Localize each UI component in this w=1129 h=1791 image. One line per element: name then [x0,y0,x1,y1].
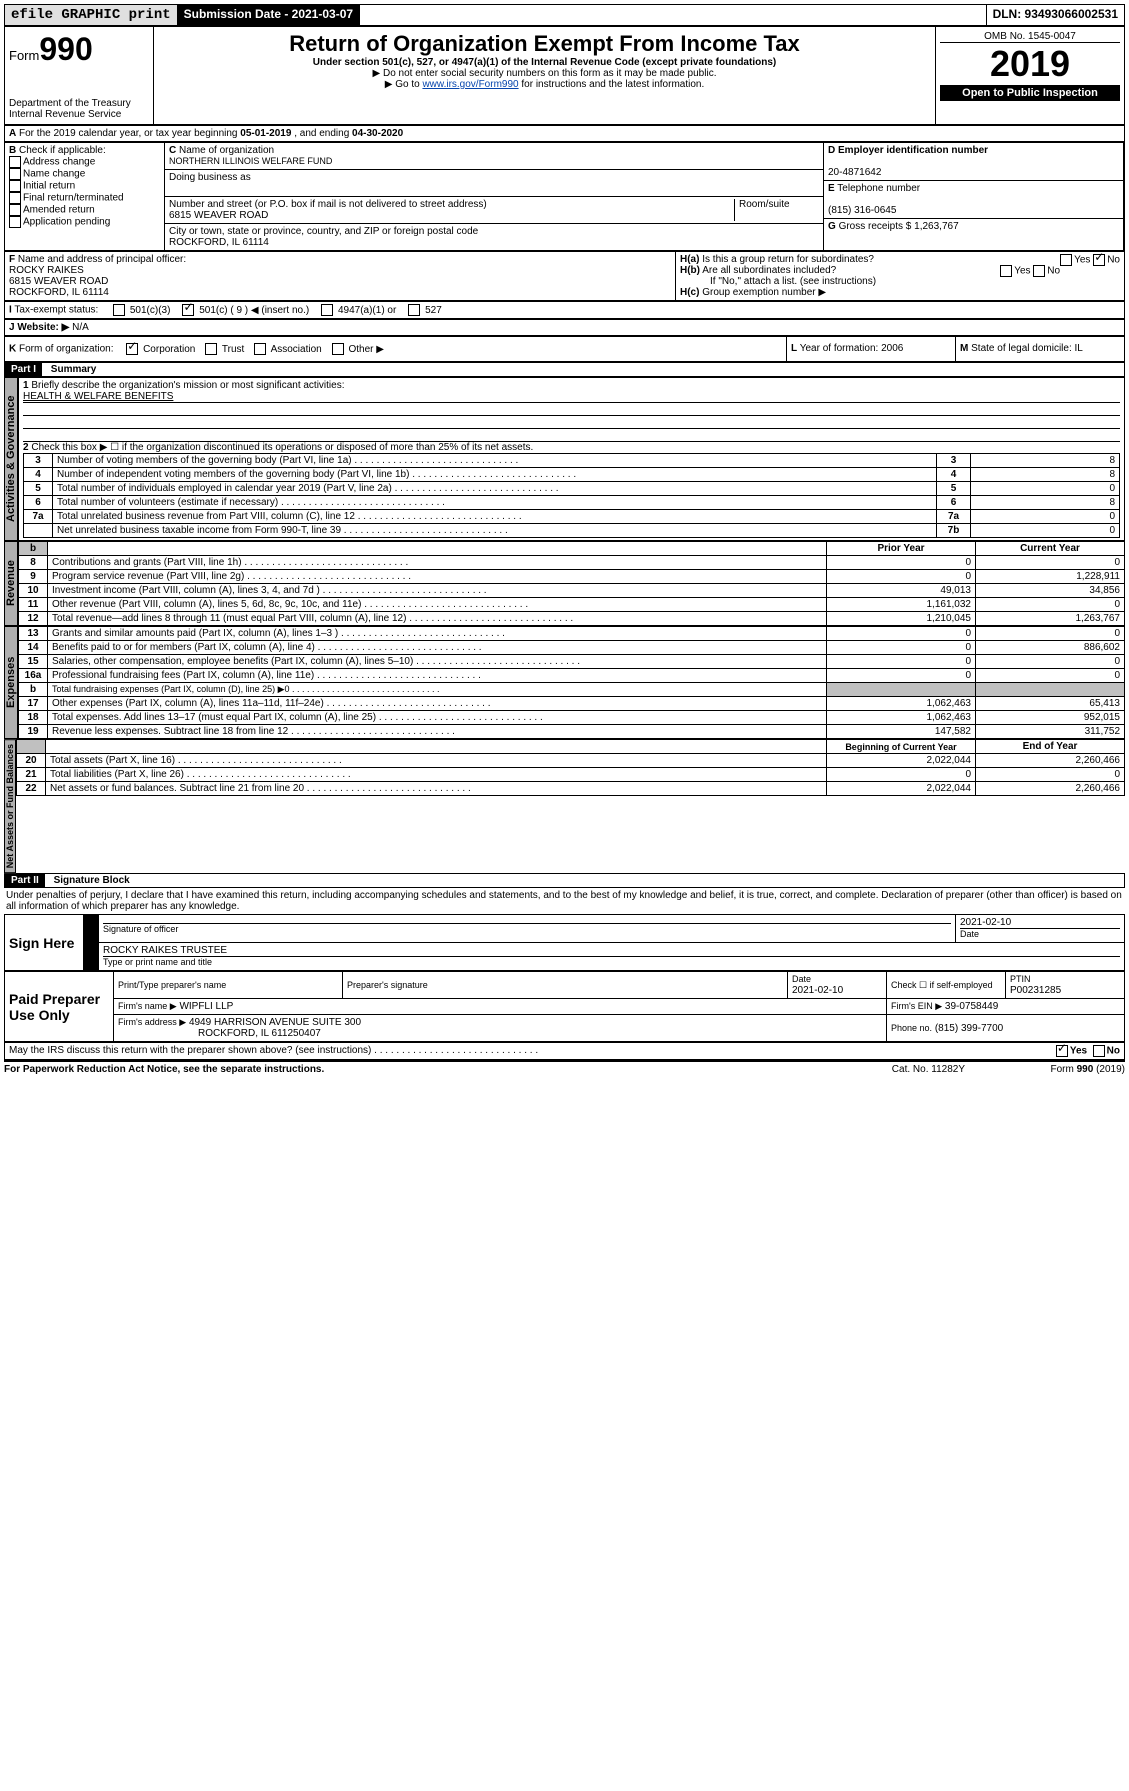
part1-sub: Summary [45,364,97,375]
omb: OMB No. 1545-0047 [940,31,1120,43]
paid-preparer-block: Paid Preparer Use Only Print/Type prepar… [4,971,1125,1042]
box-f: F Name and address of principal officer:… [5,252,676,300]
tax-status-opt[interactable]: 501(c) ( 9 ) ◀ (insert no.) [182,305,309,316]
note1: ▶ Do not enter social security numbers o… [158,68,931,79]
table-row: 4Number of independent voting members of… [24,468,1120,482]
tax-status-opt[interactable]: 4947(a)(1) or [321,305,396,316]
table-row: 7aTotal unrelated business revenue from … [24,510,1120,524]
box-g: G Gross receipts $ 1,263,767 [824,219,1123,234]
expenses-section: Expenses 13Grants and similar amounts pa… [4,626,1125,739]
paid-preparer-label: Paid Preparer Use Only [5,972,114,1042]
table-row: 14Benefits paid to or for members (Part … [19,641,1125,655]
dln: DLN: 93493066002531 [987,5,1124,25]
box-b: B Check if applicable: Address changeNam… [5,143,165,250]
part1-body: Activities & Governance 1 Briefly descri… [4,377,1125,541]
table-row: 13Grants and similar amounts paid (Part … [19,627,1125,641]
box-i: I Tax-exempt status: 501(c)(3) 501(c) ( … [4,301,1125,319]
vtab-revenue: Revenue [4,541,18,626]
form-header: Form990 Department of the Treasury Inter… [4,26,1125,125]
table-row: 10Investment income (Part VIII, column (… [19,584,1125,598]
checkbox-item[interactable]: Name change [9,168,160,180]
part2-sub: Signature Block [48,875,130,886]
dept-label: Department of the Treasury [9,98,149,109]
cat-no: Cat. No. 11282Y [892,1064,965,1075]
org-form-opt[interactable]: Association [254,344,321,355]
sig-officer-label: Signature of officer [103,924,178,934]
f-h-row: F Name and address of principal officer:… [4,251,1125,301]
top-bar: efile GRAPHIC print Submission Date - 20… [4,4,1125,26]
box-j: J Website: ▶ N/A [4,319,1125,336]
checkbox-item[interactable]: Final return/terminated [9,192,160,204]
vtab-balances: Net Assets or Fund Balances [4,739,16,873]
mission: HEALTH & WELFARE BENEFITS [23,391,1120,403]
table-row: bTotal fundraising expenses (Part IX, co… [19,683,1125,697]
part2-header: Part II [5,874,45,887]
table-row: 21Total liabilities (Part X, line 26)00 [17,768,1125,782]
discuss-row: May the IRS discuss this return with the… [4,1042,1125,1060]
form-subtitle: Under section 501(c), 527, or 4947(a)(1)… [158,57,931,68]
checkbox-item[interactable]: Application pending [9,216,160,228]
table-row: 6Total number of volunteers (estimate if… [24,496,1120,510]
revenue-section: Revenue b Prior Year Current Year 8Contr… [4,541,1125,626]
line-a: A For the 2019 calendar year, or tax yea… [4,125,1125,142]
box-c: C Name of organization NORTHERN ILLINOIS… [165,143,823,170]
table-row: 5Total number of individuals employed in… [24,482,1120,496]
balances-section: Net Assets or Fund Balances Beginning of… [4,739,1125,873]
table-row: 17Other expenses (Part IX, column (A), l… [19,697,1125,711]
box-e: E Telephone number(815) 316-0645 [824,181,1123,219]
tax-status-opt[interactable]: 501(c)(3) [113,305,170,316]
table-row: 18Total expenses. Add lines 13–17 (must … [19,711,1125,725]
table-row: 19Revenue less expenses. Subtract line 1… [19,725,1125,739]
vtab-expenses: Expenses [4,626,18,739]
org-form-opt[interactable]: Trust [205,344,244,355]
k-l-m: K Form of organization: Corporation Trus… [4,336,1125,362]
form-label: Form990 [9,31,149,68]
table-row: 3Number of voting members of the governi… [24,454,1120,468]
paperwork-notice: For Paperwork Reduction Act Notice, see … [4,1064,324,1075]
checkbox-item[interactable]: Address change [9,156,160,168]
addr-row: Number and street (or P.O. box if mail i… [165,197,823,224]
tax-year: 2019 [940,43,1120,85]
table-row: 20Total assets (Part X, line 16)2,022,04… [17,754,1125,768]
form-no-footer: Form 990 (2019) [965,1064,1125,1075]
note2: ▶ Go to www.irs.gov/Form990 for instruct… [158,79,931,90]
table-row: 9Program service revenue (Part VIII, lin… [19,570,1125,584]
org-form-opt[interactable]: Corporation [126,344,195,355]
form-title: Return of Organization Exempt From Incom… [158,31,931,57]
printed-name: ROCKY RAIKES TRUSTEE [103,945,1120,957]
table-row: Net unrelated business taxable income fr… [24,524,1120,538]
entity-grid: B Check if applicable: Address changeNam… [4,142,1125,251]
box-h: H(a) Is this a group return for subordin… [676,252,1124,300]
city-row: City or town, state or province, country… [165,224,823,250]
table-row: 8Contributions and grants (Part VIII, li… [19,556,1125,570]
org-name: NORTHERN ILLINOIS WELFARE FUND [169,156,332,166]
vtab-governance: Activities & Governance [4,377,18,541]
table-row: 22Net assets or fund balances. Subtract … [17,782,1125,796]
table-row: 12Total revenue—add lines 8 through 11 (… [19,612,1125,626]
checkbox-item[interactable]: Amended return [9,204,160,216]
dba: Doing business as [165,170,823,197]
part1-header: Part I [5,363,42,376]
sign-here-block: Sign Here Signature of officer 2021-02-1… [4,914,1125,971]
irs-link[interactable]: www.irs.gov/Form990 [422,79,518,90]
sign-here-label: Sign Here [5,915,84,971]
checkbox-item[interactable]: Initial return [9,180,160,192]
table-row: 15Salaries, other compensation, employee… [19,655,1125,669]
table-row: 11Other revenue (Part VIII, column (A), … [19,598,1125,612]
efile-label[interactable]: efile GRAPHIC print [5,5,178,25]
box-d: D Employer identification number20-48716… [824,143,1123,181]
tax-status-opt[interactable]: 527 [408,305,441,316]
org-form-opt[interactable]: Other ▶ [332,344,384,355]
perjury: Under penalties of perjury, I declare th… [4,888,1125,914]
submission-date: Submission Date - 2021-03-07 [178,5,360,25]
sig-date: 2021-02-10 [960,917,1120,929]
irs-label: Internal Revenue Service [9,109,149,120]
open-public: Open to Public Inspection [940,85,1120,101]
table-row: 16aProfessional fundraising fees (Part I… [19,669,1125,683]
